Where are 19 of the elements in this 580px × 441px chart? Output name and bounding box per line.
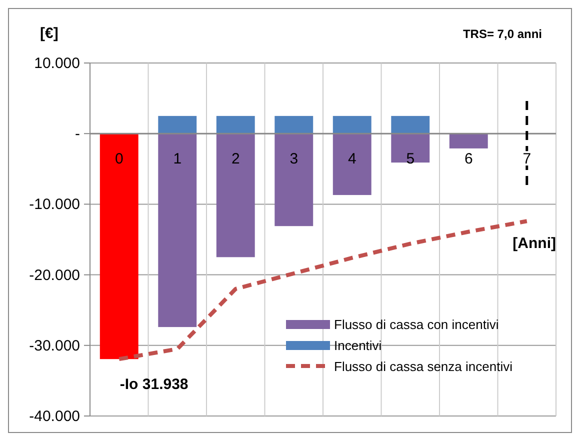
x-tick-label: 1: [173, 150, 182, 168]
y-axis-title: [€]: [40, 25, 58, 42]
y-tick-label: -30.000: [29, 337, 80, 354]
legend-label: Flusso di cassa con incentivi: [334, 317, 499, 332]
annotation: -Io 31.938: [120, 376, 188, 394]
y-tick-label: -10.000: [29, 196, 80, 214]
legend-label: Flusso di cassa senza incentivi: [334, 359, 513, 374]
y-tick-label: -20.000: [29, 266, 80, 284]
legend-label: Incentivi: [334, 338, 382, 353]
x-tick-label: 4: [348, 150, 356, 168]
y-tick-label: -40.000: [29, 408, 80, 425]
x-tick-label: 2: [231, 150, 240, 168]
x-tick-label: 0: [114, 150, 124, 168]
x-axis-title: [Anni]: [512, 235, 556, 252]
y-tick-label: -: [75, 126, 80, 143]
x-tick-label: 3: [290, 150, 298, 168]
text: TRS= 7,0 anni: [462, 27, 542, 41]
y-tick-label: 10.000: [34, 55, 80, 72]
x-tick-label: 6: [464, 150, 473, 168]
